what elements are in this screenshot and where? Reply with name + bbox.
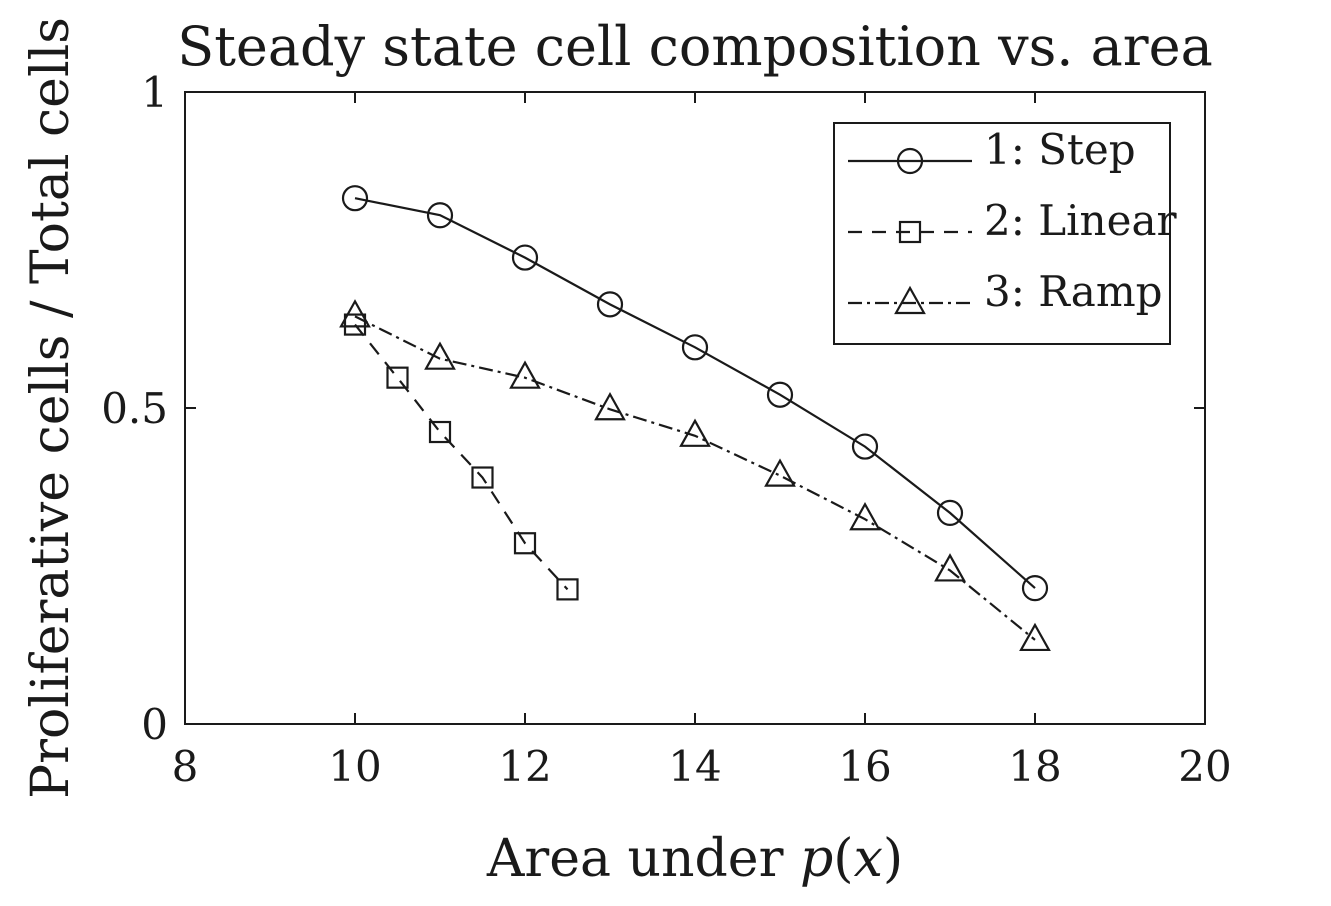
data-point-square: [471, 466, 494, 489]
data-point-triangle: [679, 418, 711, 447]
data-point-triangle: [764, 458, 796, 487]
data-point-circle: [681, 334, 709, 361]
series-1: [341, 185, 1049, 602]
tick-labels: 8 10 12 14 16 18 20 0 0.5 1: [101, 68, 1232, 791]
series-line: [354, 197, 1036, 589]
data-point-circle: [596, 291, 624, 318]
data-point-square: [428, 420, 452, 444]
data-point-triangle: [424, 341, 456, 370]
x-tick-label: 10: [328, 742, 381, 791]
tick-marks: [184, 91, 1206, 725]
series-2: [343, 313, 579, 601]
data-point-circle: [1021, 575, 1049, 602]
data-point-circle: [426, 202, 454, 229]
x-tick-label: 14: [668, 742, 721, 791]
data-point-triangle: [934, 553, 966, 582]
data-point-triangle: [594, 392, 626, 421]
data-point-square: [386, 366, 409, 389]
x-axis-label: Area under p(x): [486, 829, 903, 889]
data-point-triangle: [849, 501, 881, 531]
legend-label: 2: Linear: [984, 196, 1177, 245]
data-point-triangle: [339, 299, 371, 328]
data-point-circle: [936, 499, 964, 527]
x-tick-label: 18: [1008, 742, 1061, 791]
data-point-triangle: [1019, 622, 1051, 652]
x-axis-label-prefix: Area under: [486, 829, 800, 889]
data-point-triangle: [894, 285, 926, 315]
series-3: [339, 299, 1051, 652]
data-point-square: [556, 578, 579, 601]
legend: 1: Step 2: Linear 3: Ramp: [833, 122, 1177, 345]
legend-label: 1: Step: [984, 125, 1136, 174]
y-tick-label: 0.5: [101, 384, 168, 433]
x-axis-label-close: ): [883, 829, 903, 889]
x-tick-label: 16: [838, 742, 891, 791]
data-point-circle: [896, 147, 924, 175]
data-point-square: [898, 220, 922, 244]
x-axis-label-arg: x: [854, 829, 883, 889]
x-tick-label: 12: [498, 742, 551, 791]
series-line: [354, 323, 569, 591]
series-line: [354, 315, 1036, 641]
chart-title: Steady state cell composition vs. area: [177, 15, 1213, 78]
legend-box: [833, 122, 1171, 345]
data-point-circle: [511, 244, 539, 271]
y-tick-label: 1: [141, 68, 168, 117]
y-axis-label: Proliferative cells / Total cells: [21, 17, 81, 799]
data-point-triangle: [509, 360, 541, 389]
series-layer: [339, 185, 1051, 652]
data-point-circle: [851, 433, 879, 460]
x-axis-label-open: (: [833, 829, 853, 889]
legend-label: 3: Ramp: [984, 267, 1163, 316]
x-tick-label: 20: [1178, 742, 1231, 791]
data-point-square: [343, 313, 367, 336]
x-axis-label-var: p: [800, 829, 833, 889]
data-point-square: [513, 532, 537, 555]
y-tick-label: 0: [141, 700, 168, 749]
data-point-circle: [766, 381, 794, 408]
x-tick-label: 8: [172, 742, 199, 791]
data-point-circle: [341, 185, 369, 212]
